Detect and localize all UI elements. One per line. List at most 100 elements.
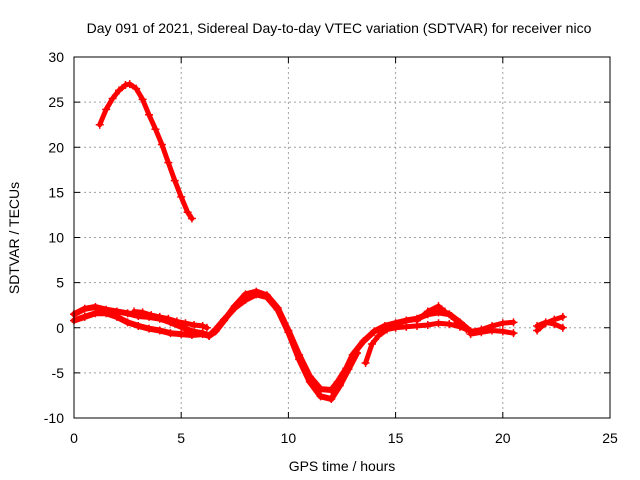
data-point (134, 321, 143, 330)
data-point (498, 319, 507, 328)
data-point (533, 321, 542, 330)
y-tick-label: 25 (48, 94, 64, 110)
data-point (147, 311, 156, 320)
data-point (145, 324, 154, 333)
data-point (164, 314, 173, 323)
data-point (211, 325, 220, 334)
data-point (125, 80, 134, 89)
x-tick-label: 5 (177, 430, 185, 446)
data-point (138, 308, 147, 317)
data-point (374, 331, 383, 340)
data-point (453, 318, 462, 327)
data-point (187, 214, 196, 223)
data-point (190, 321, 199, 330)
data-point (316, 392, 325, 401)
x-tick-label: 15 (388, 430, 404, 446)
data-point (187, 330, 196, 339)
data-point (423, 321, 432, 330)
x-tick-label: 20 (495, 430, 511, 446)
data-point (170, 176, 179, 185)
data-point (284, 328, 293, 337)
data-point (220, 315, 229, 324)
data-point (434, 319, 443, 328)
data-point (164, 158, 173, 167)
data-point (205, 331, 214, 340)
data-point (305, 377, 314, 386)
data-point (335, 381, 344, 390)
data-point (102, 105, 111, 114)
x-tick-label: 25 (602, 430, 618, 446)
data-point (370, 327, 379, 336)
data-point (183, 208, 192, 217)
data-point (423, 307, 432, 316)
y-tick-label: 30 (48, 49, 64, 65)
data-point (361, 358, 370, 367)
data-point (550, 320, 559, 329)
data-point (121, 80, 130, 89)
data-point (353, 349, 362, 358)
data-point (177, 330, 186, 339)
data-point (252, 290, 261, 299)
data-point (102, 309, 111, 318)
data-point (157, 140, 166, 149)
series-track-high (97, 81, 195, 221)
data-point (402, 322, 411, 331)
data-point (145, 110, 154, 119)
data-point (80, 304, 89, 313)
y-tick-label: 5 (56, 275, 64, 291)
data-point (132, 84, 141, 93)
data-point (434, 302, 443, 311)
data-point (477, 328, 486, 337)
chart-title: Day 091 of 2021, Sidereal Day-to-day VTE… (87, 20, 592, 36)
data-point (262, 293, 271, 302)
data-point (91, 309, 100, 318)
data-point (172, 317, 181, 326)
data-point (413, 316, 422, 325)
data-point (558, 323, 567, 332)
data-point (198, 321, 207, 330)
data-point (112, 312, 121, 321)
data-point (509, 329, 518, 338)
x-tick-label: 0 (70, 430, 78, 446)
data-point (80, 312, 89, 321)
data-point (151, 125, 160, 134)
data-point (445, 320, 454, 329)
y-tick-label: -5 (52, 365, 65, 381)
data-point (273, 305, 282, 314)
data-point (541, 318, 550, 327)
data-point (155, 312, 164, 321)
data-point (108, 94, 117, 103)
x-axis-label: GPS time / hours (289, 458, 396, 474)
data-point (230, 303, 239, 312)
data-point (181, 319, 190, 328)
ticks: 0 5 10 15 20 25 -10 -5 0 5 10 15 20 25 30 (44, 49, 618, 446)
grid-lines (73, 56, 611, 419)
data-point (166, 329, 175, 338)
data-point (130, 307, 139, 316)
data-point (327, 395, 336, 404)
data-point (123, 309, 132, 318)
data-point (488, 326, 497, 335)
data-point (344, 365, 353, 374)
data-point (155, 326, 164, 335)
y-tick-label: 10 (48, 230, 64, 246)
data-point (202, 323, 211, 332)
data-point (498, 327, 507, 336)
data-point (115, 86, 124, 95)
data-point (460, 321, 469, 330)
data-point (391, 323, 400, 332)
data-point (447, 312, 456, 321)
data-point (95, 120, 104, 129)
series-track-i (534, 319, 566, 331)
data-point (138, 95, 147, 104)
data-point (509, 318, 518, 327)
data-point (558, 312, 567, 321)
y-axis-label: SDTVAR / TECUs (6, 182, 22, 294)
data-point (359, 337, 368, 346)
data-point (368, 339, 377, 348)
x-tick-label: 10 (281, 430, 297, 446)
data-point (383, 325, 392, 334)
data-point (198, 330, 207, 339)
data-point (177, 192, 186, 201)
